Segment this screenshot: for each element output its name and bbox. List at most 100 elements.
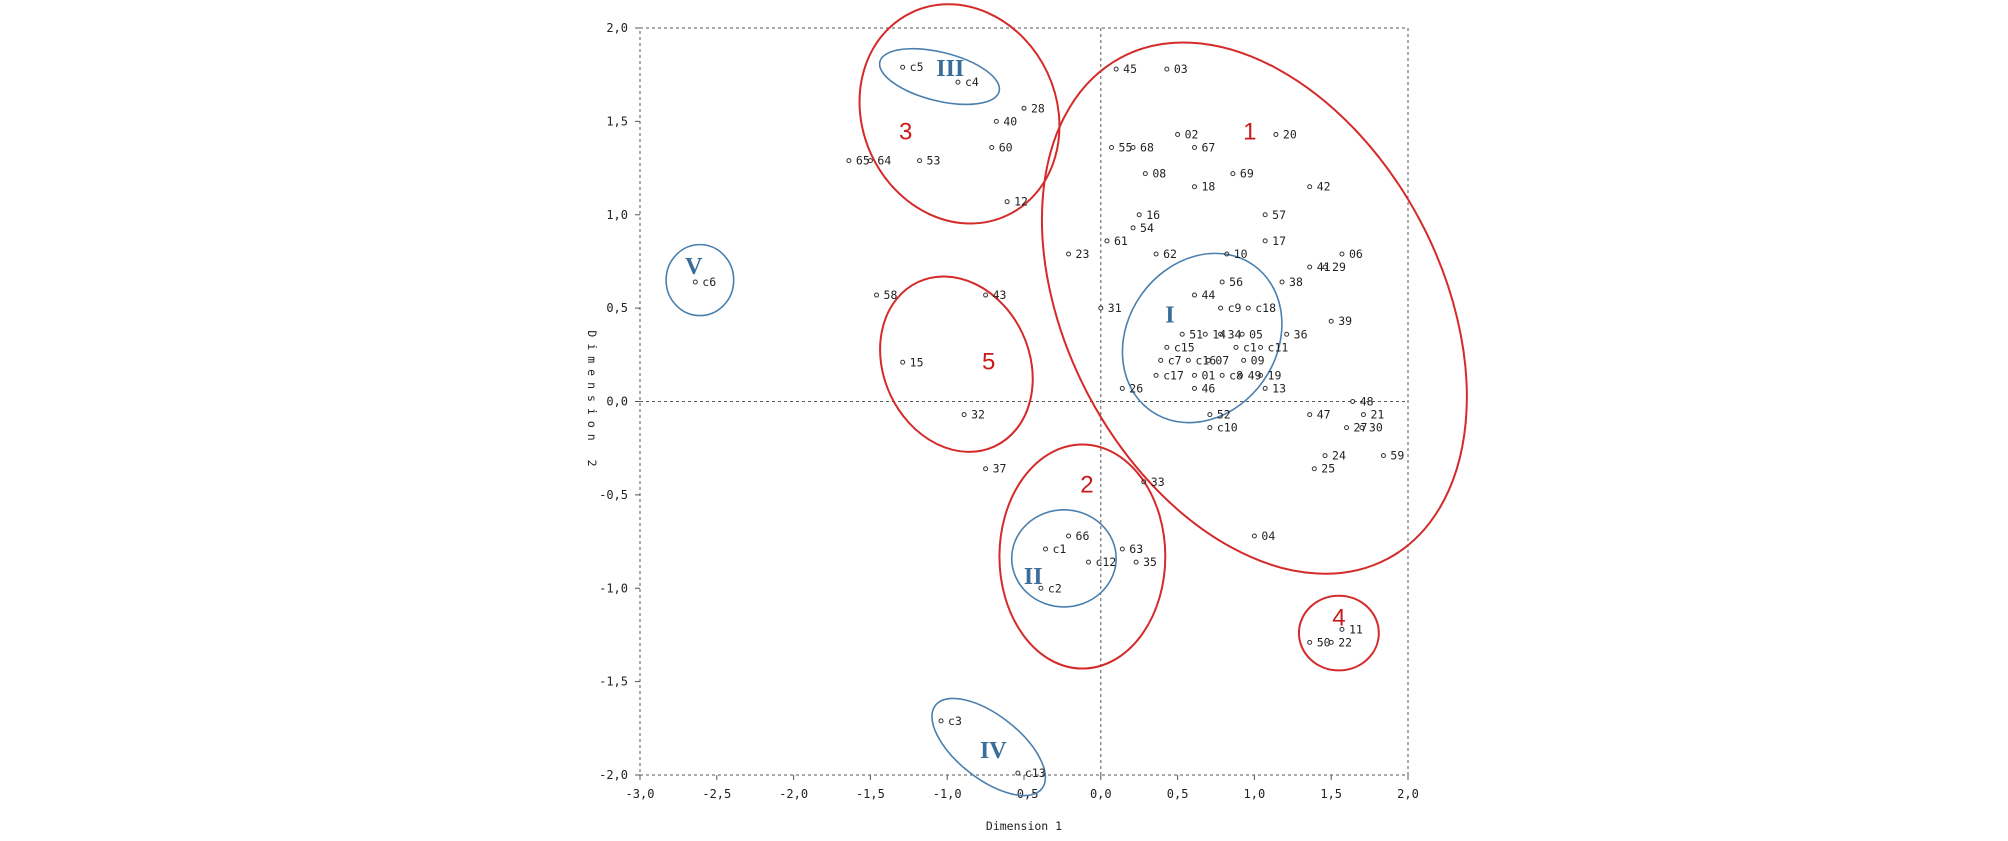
data-point-marker [1153,372,1159,378]
plot-frame: -3,0 -2,5 -2,0 -1,5 -1,0 -0,5 0,0 0,5 1,0 1,5 2,0 2… [599,21,1419,801]
data-point-marker [1164,344,1170,350]
data-point-label: c3 [948,714,962,728]
data-point-marker [1021,105,1027,111]
data-point-marker [993,118,999,124]
group-ellipse-ii [1010,509,1117,608]
data-point-label: c2 [1048,581,1062,595]
y-tick-label: 1,0 [606,208,628,222]
data-point-label: c1 [1053,542,1067,556]
y-tick-label: 1,5 [606,114,628,128]
data-point-label: 38 [1289,275,1303,289]
data-point-label: 47 [1317,408,1331,422]
data-point-marker [1191,372,1197,378]
data-point-label: c5 [910,60,924,74]
data-point-marker [692,279,698,285]
data-point-label: 06 [1349,247,1363,261]
data-point-label: 51 [1189,327,1203,341]
group-label-5: 5 [982,348,995,375]
data-point-label: 13 [1272,381,1286,395]
group-label-3: 3 [899,119,912,146]
data-point-label: 07 [1215,353,1229,367]
data-point-marker [1175,131,1181,137]
data-point-marker [1133,559,1139,565]
data-point-marker [1191,145,1197,151]
data-point-label: 23 [1076,247,1090,261]
y-tick-label: -2,0 [599,768,628,782]
data-point-marker [1322,264,1328,270]
data-point-label: 48 [1360,395,1374,409]
data-point-marker [1141,479,1147,485]
data-point-marker [1153,251,1159,257]
data-point-label: 58 [884,288,898,302]
data-point-label: c15 [1174,340,1195,354]
data-point-marker [1230,171,1236,177]
data-point-marker [1307,639,1313,645]
x-axis-title: Dimension 1 [986,819,1062,833]
data-point-label: 08 [1152,167,1166,181]
data-point-label: 39 [1338,314,1352,328]
data-point-label: 45 [1123,62,1137,76]
data-point-label: 46 [1201,381,1215,395]
data-point-marker [1066,251,1072,257]
data-point-label: 49 [1248,368,1262,382]
data-point-marker [1328,639,1334,645]
group-ellipse-1 [1040,41,1468,575]
y-tick-label: 2,0 [606,21,628,35]
data-point-marker [867,158,873,164]
data-point-label: 14 [1212,327,1226,341]
data-point-marker [1328,318,1334,324]
data-point-label: 37 [993,462,1007,476]
data-point-label: 15 [910,355,924,369]
data-point-marker [1202,331,1208,337]
data-point-label: 33 [1151,475,1165,489]
data-point-label: 52 [1217,408,1231,422]
data-point-label: 57 [1272,208,1286,222]
data-point-label: 20 [1283,127,1297,141]
x-tick-label: -1,0 [933,787,962,801]
data-point-label: c4 [965,75,979,89]
data-point-marker [1185,357,1191,363]
data-point-label: 04 [1261,529,1275,543]
data-point-label: 65 [856,154,870,168]
data-point-label: 25 [1321,462,1335,476]
data-point-label: 54 [1140,221,1154,235]
data-point-label: 69 [1240,167,1254,181]
data-point-label: 55 [1119,141,1133,155]
data-point-label: c1 [1243,340,1257,354]
data-point-marker [983,292,989,298]
y-tick-label: -1,0 [599,581,628,595]
group-label-iv: IV [980,738,1007,764]
data-point-label: 12 [1014,195,1028,209]
data-point-label: 32 [971,408,985,422]
y-axis-title: Dimension 2 [585,330,599,472]
x-tick-label: 2,0 [1397,787,1419,801]
data-point-label: 50 [1317,635,1331,649]
data-point-label: 68 [1140,141,1154,155]
x-tick-label: 0,0 [1090,787,1112,801]
data-point-marker [1015,770,1021,776]
data-point-marker [983,466,989,472]
data-point-marker [1359,425,1365,431]
data-point-marker [1205,357,1211,363]
data-point-marker [989,145,995,151]
group-label-1: 1 [1243,119,1256,146]
group-ellipse-3 [858,3,1061,225]
data-point-marker [1113,66,1119,72]
data-point-label: c6 [702,275,716,289]
group-label-iii: III [936,56,964,82]
data-point-label: 36 [1294,327,1308,341]
data-point-marker [1339,251,1345,257]
data-point-marker [1322,453,1328,459]
data-point-marker [1130,145,1136,151]
x-tick-label: -3,0 [626,787,655,801]
data-point-label: 21 [1370,408,1384,422]
data-point-label: 62 [1163,247,1177,261]
data-point-marker [1086,559,1092,565]
data-point-label: 26 [1129,381,1143,395]
data-point-marker [1191,184,1197,190]
data-point-label: 02 [1185,127,1199,141]
data-point-marker [1004,199,1010,205]
data-point-label: 17 [1272,234,1286,248]
group-ellipse-5 [879,275,1034,453]
data-point-marker [846,158,852,164]
